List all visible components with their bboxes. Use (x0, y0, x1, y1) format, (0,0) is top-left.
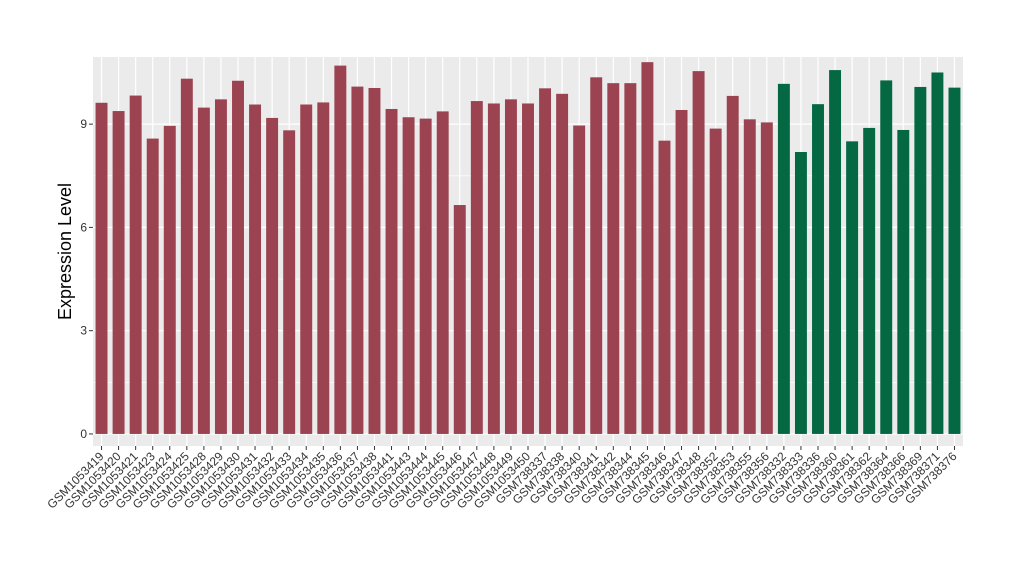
bar (914, 86, 927, 434)
bar (522, 103, 534, 434)
x-axis: GSM1053419GSM1053420GSM1053421GSM1053423… (44, 446, 960, 511)
bar (948, 87, 961, 434)
bar (368, 87, 381, 434)
bar (402, 117, 415, 434)
bar (504, 99, 517, 434)
bar (112, 111, 125, 434)
y-tick-label: 6 (80, 220, 87, 234)
bars (95, 62, 961, 434)
bar (829, 70, 842, 434)
bar (300, 104, 313, 434)
bar (283, 130, 296, 434)
bar (95, 102, 108, 434)
bar (590, 77, 603, 434)
bar (573, 125, 586, 434)
bar (760, 122, 773, 434)
bar (351, 86, 364, 434)
bar (232, 80, 244, 434)
bar (436, 111, 449, 434)
bar (163, 125, 176, 434)
bar (470, 101, 483, 434)
bar (129, 95, 142, 434)
bar (863, 127, 876, 434)
bar (897, 129, 910, 434)
bar (794, 152, 807, 434)
bar (556, 93, 569, 434)
y-tick-label: 0 (80, 427, 87, 441)
bar (607, 83, 620, 434)
y-axis-title: Expression Level (55, 183, 75, 320)
bar (880, 80, 893, 434)
bar (812, 104, 824, 434)
bar (777, 83, 790, 434)
bar (419, 118, 432, 434)
bar (487, 103, 500, 434)
y-axis: 0 3 6 9 (80, 117, 93, 441)
bar (317, 102, 330, 434)
bar (726, 95, 739, 434)
bar (709, 128, 722, 434)
bar (453, 205, 466, 434)
bar (743, 119, 756, 434)
bar (146, 138, 159, 434)
bar (249, 104, 262, 434)
bar (180, 78, 193, 434)
bar (385, 108, 398, 434)
y-tick-label: 9 (80, 117, 87, 131)
bar (334, 65, 347, 434)
bar (658, 140, 671, 434)
bar (214, 99, 227, 434)
bar (266, 117, 279, 434)
y-tick-label: 3 (80, 324, 87, 338)
bar (539, 88, 552, 434)
bar (641, 62, 654, 434)
bar (675, 110, 688, 434)
bar (624, 83, 637, 434)
bar (931, 72, 944, 434)
bar (692, 71, 705, 434)
bar (197, 107, 210, 434)
bar (846, 141, 859, 434)
